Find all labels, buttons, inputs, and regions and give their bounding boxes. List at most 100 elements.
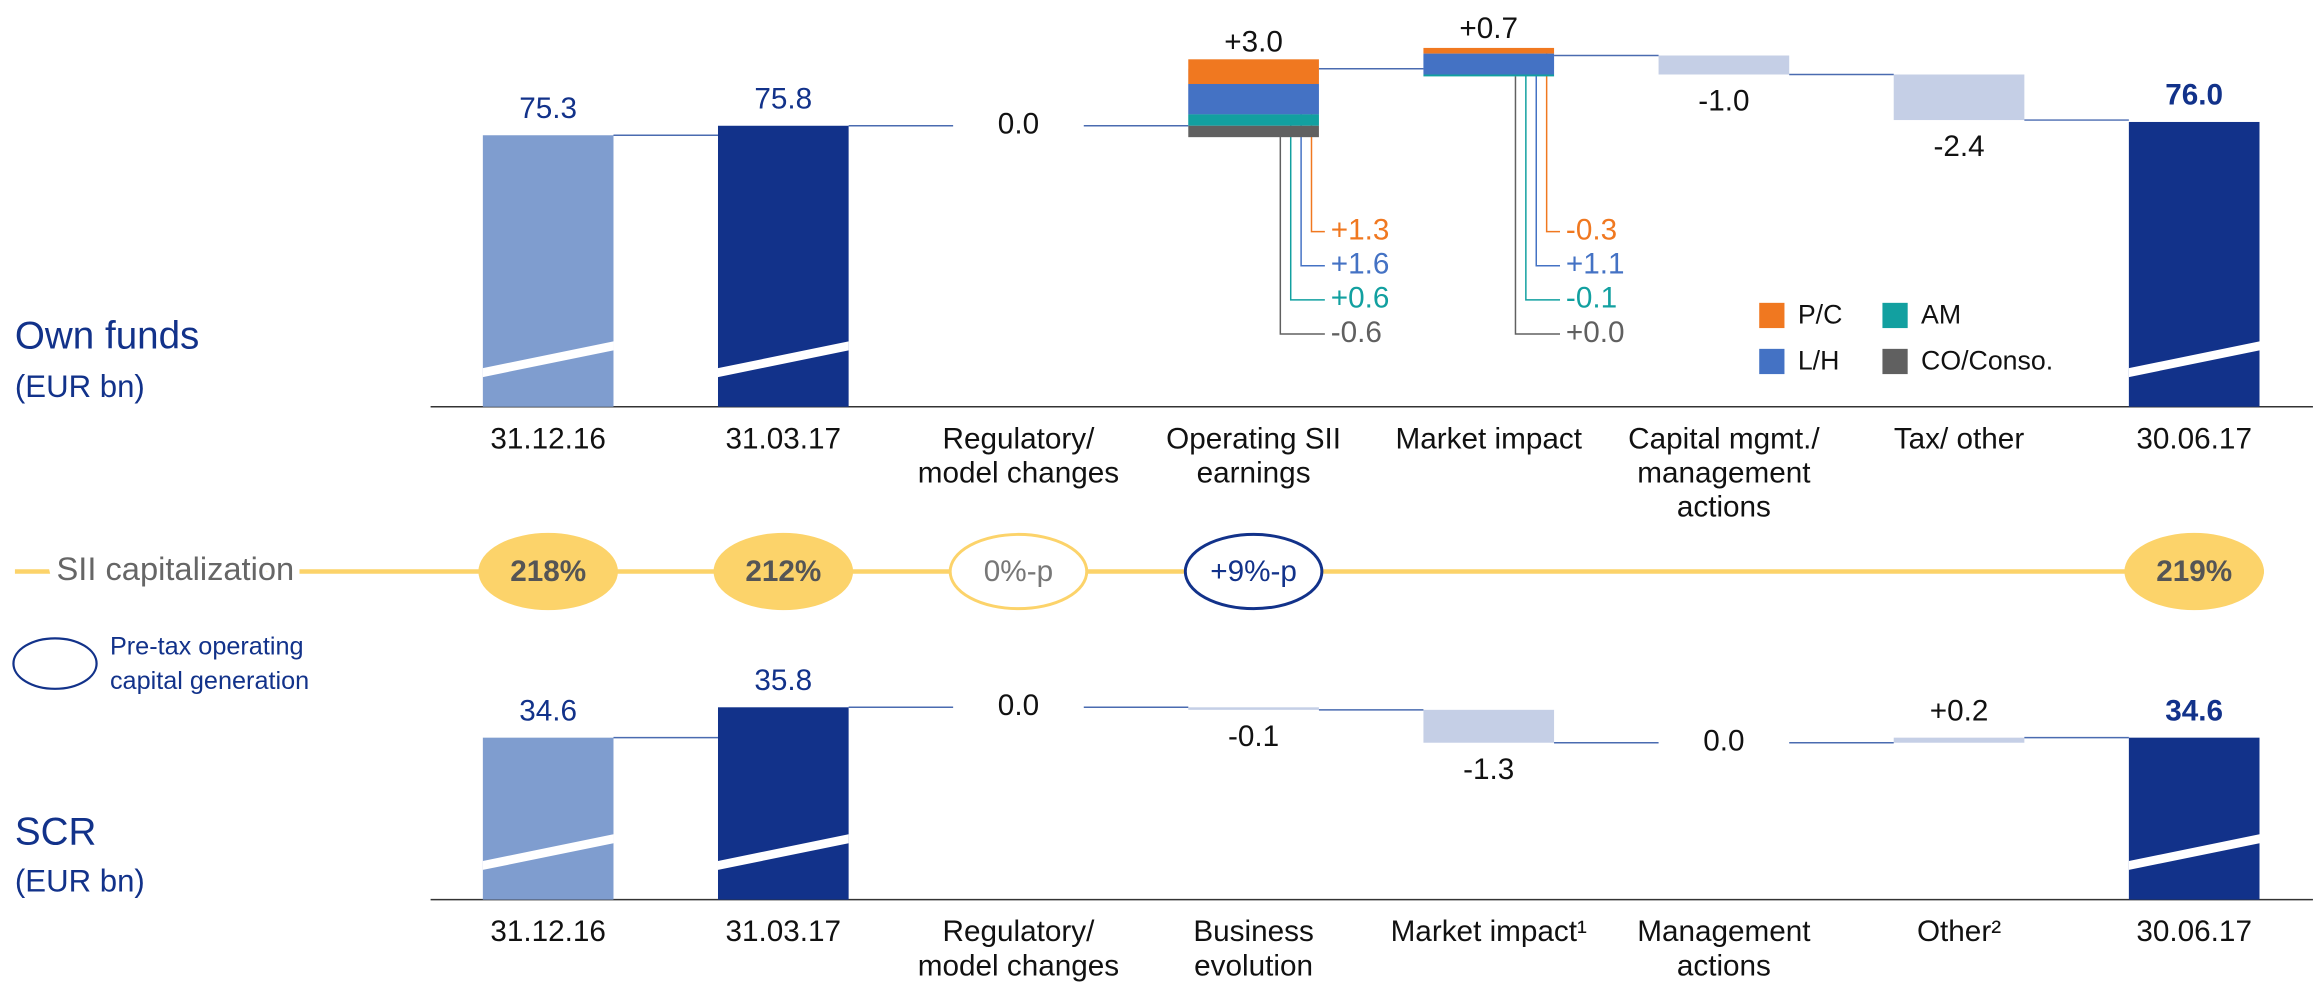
bar [1893,74,2025,121]
legend-label: P/C [1798,299,1843,329]
capitalization-value: +9%-p [1210,555,1297,588]
x-tick-label-box: Tax/ other [1893,423,2025,456]
x-tick-label-box: 30.06.17 [2136,423,2252,456]
value-label: +0.2 [1930,694,1989,727]
axis-break [482,341,614,378]
capitalization-marker [713,532,854,611]
legend-swatch [1759,348,1785,375]
leader-line [1525,75,1561,301]
x-tick-label: 31.03.17 [725,423,842,456]
legend-swatch [1882,348,1908,375]
x-tick-label: Market impact [1395,423,1582,456]
x-tick-label-box: Other² [1916,915,2002,949]
capitalization-marker [478,532,618,611]
breakdown-segment [1188,59,1319,84]
breakdown-segment [1423,47,1555,54]
value-label: -2.4 [1933,130,1984,163]
legend-swatch [1759,302,1785,329]
breakdown-label: +1.3 [1331,213,1390,246]
breakdown-segment [1188,125,1319,138]
breakdown-segment [1423,74,1555,77]
breakdown-label: +0.0 [1566,316,1625,349]
x-tick-label: 30.06.17 [2136,423,2252,456]
leader-line [1300,99,1325,267]
value-label: 34.6 [2165,694,2223,727]
x-tick-label-box: Market impact [1395,423,1582,456]
value-label: 75.3 [519,92,577,125]
breakdown-segment [1188,83,1319,115]
note-label: Pre-tax operating capital generation [109,632,310,695]
value-label: -1.0 [1698,85,1749,118]
value-label: -1.3 [1463,753,1514,786]
x-tick-label-box: Capital mgmt./ management actions [1628,423,1820,525]
x-tick-label: Regulatory/ model changes [917,915,1120,982]
x-tick-label: Market impact¹ [1390,915,1587,949]
value-label: 75.8 [754,82,812,115]
x-tick-label: Business evolution [1193,915,1314,982]
x-tick-label: Operating SII earnings [1166,423,1342,490]
capitalization-value: 212% [745,555,821,588]
chart-subtitle: (EUR bn) [15,369,145,404]
value-label: -0.1 [1228,720,1279,753]
value-label: 76.0 [2165,79,2223,112]
x-tick-label: 31.12.16 [490,423,606,456]
chart-title: Own funds [15,315,199,358]
capitalization-value: 0%-p [984,555,1053,588]
bar [1893,737,2025,743]
breakdown-label: +0.6 [1331,282,1390,315]
leader-line [1514,76,1561,335]
note-label-box: Pre-tax operating capital generation [109,632,310,695]
x-tick-label: Management actions [1637,915,1811,982]
axis-break [2128,834,2260,870]
bar [1658,55,1790,75]
value-label: +0.7 [1459,12,1518,45]
legend-label: AM [1921,299,1961,329]
breakdown-label: +1.1 [1566,248,1625,281]
value-label: 0.0 [998,689,1039,722]
breakdown-segment [1188,114,1319,126]
x-tick-label-box: 31.12.16 [490,423,606,456]
x-tick-label-box: Market impact¹ [1390,915,1587,949]
x-tick-label: Other² [1916,915,2002,949]
capitalization-value: 219% [2156,555,2232,588]
axis-break [717,341,849,378]
x-tick-label: Tax/ other [1893,423,2025,456]
bar [717,707,849,900]
value-label: +3.0 [1224,25,1283,58]
x-tick-label: 31.12.16 [490,915,606,949]
x-tick-label: 30.06.17 [2136,915,2252,949]
bar [1423,709,1555,743]
legend-swatch [1882,302,1908,329]
x-tick-label-box: 31.03.17 [725,915,842,949]
breakdown-label: +1.6 [1331,248,1390,281]
axis-break [717,834,849,870]
x-tick-label: 31.03.17 [725,915,842,949]
x-tick-label-box: Management actions [1637,915,1811,982]
bar [2128,121,2260,407]
breakdown-label: -0.1 [1566,282,1617,315]
capitalization-marker [1183,532,1324,611]
x-tick-label-box: Regulatory/ model changes [917,423,1120,490]
leader-line [1289,120,1325,301]
bar [1188,707,1319,710]
breakdown-label: -0.6 [1331,316,1382,349]
x-tick-label-box: Business evolution [1193,915,1314,982]
legend-label: CO/Conso. [1921,345,2053,375]
capitalization-marker [2124,532,2264,611]
breakdown-label: -0.3 [1566,213,1617,246]
x-tick-label: Regulatory/ model changes [917,423,1120,490]
legend-label: L/H [1798,345,1840,375]
breakdown-segment [1423,53,1555,75]
note-marker [12,637,98,690]
value-label: 35.8 [754,664,812,697]
capitalization-marker [948,532,1089,611]
leader-line [1279,131,1325,335]
value-label: 0.0 [1703,725,1744,758]
chart-subtitle: (EUR bn) [15,864,145,899]
x-tick-label: Capital mgmt./ management actions [1628,423,1820,525]
value-label: 0.0 [998,108,1039,141]
x-tick-label-box: 31.03.17 [725,423,842,456]
capitalization-label: SII capitalization [56,550,294,587]
capitalization-value: 218% [510,555,586,588]
